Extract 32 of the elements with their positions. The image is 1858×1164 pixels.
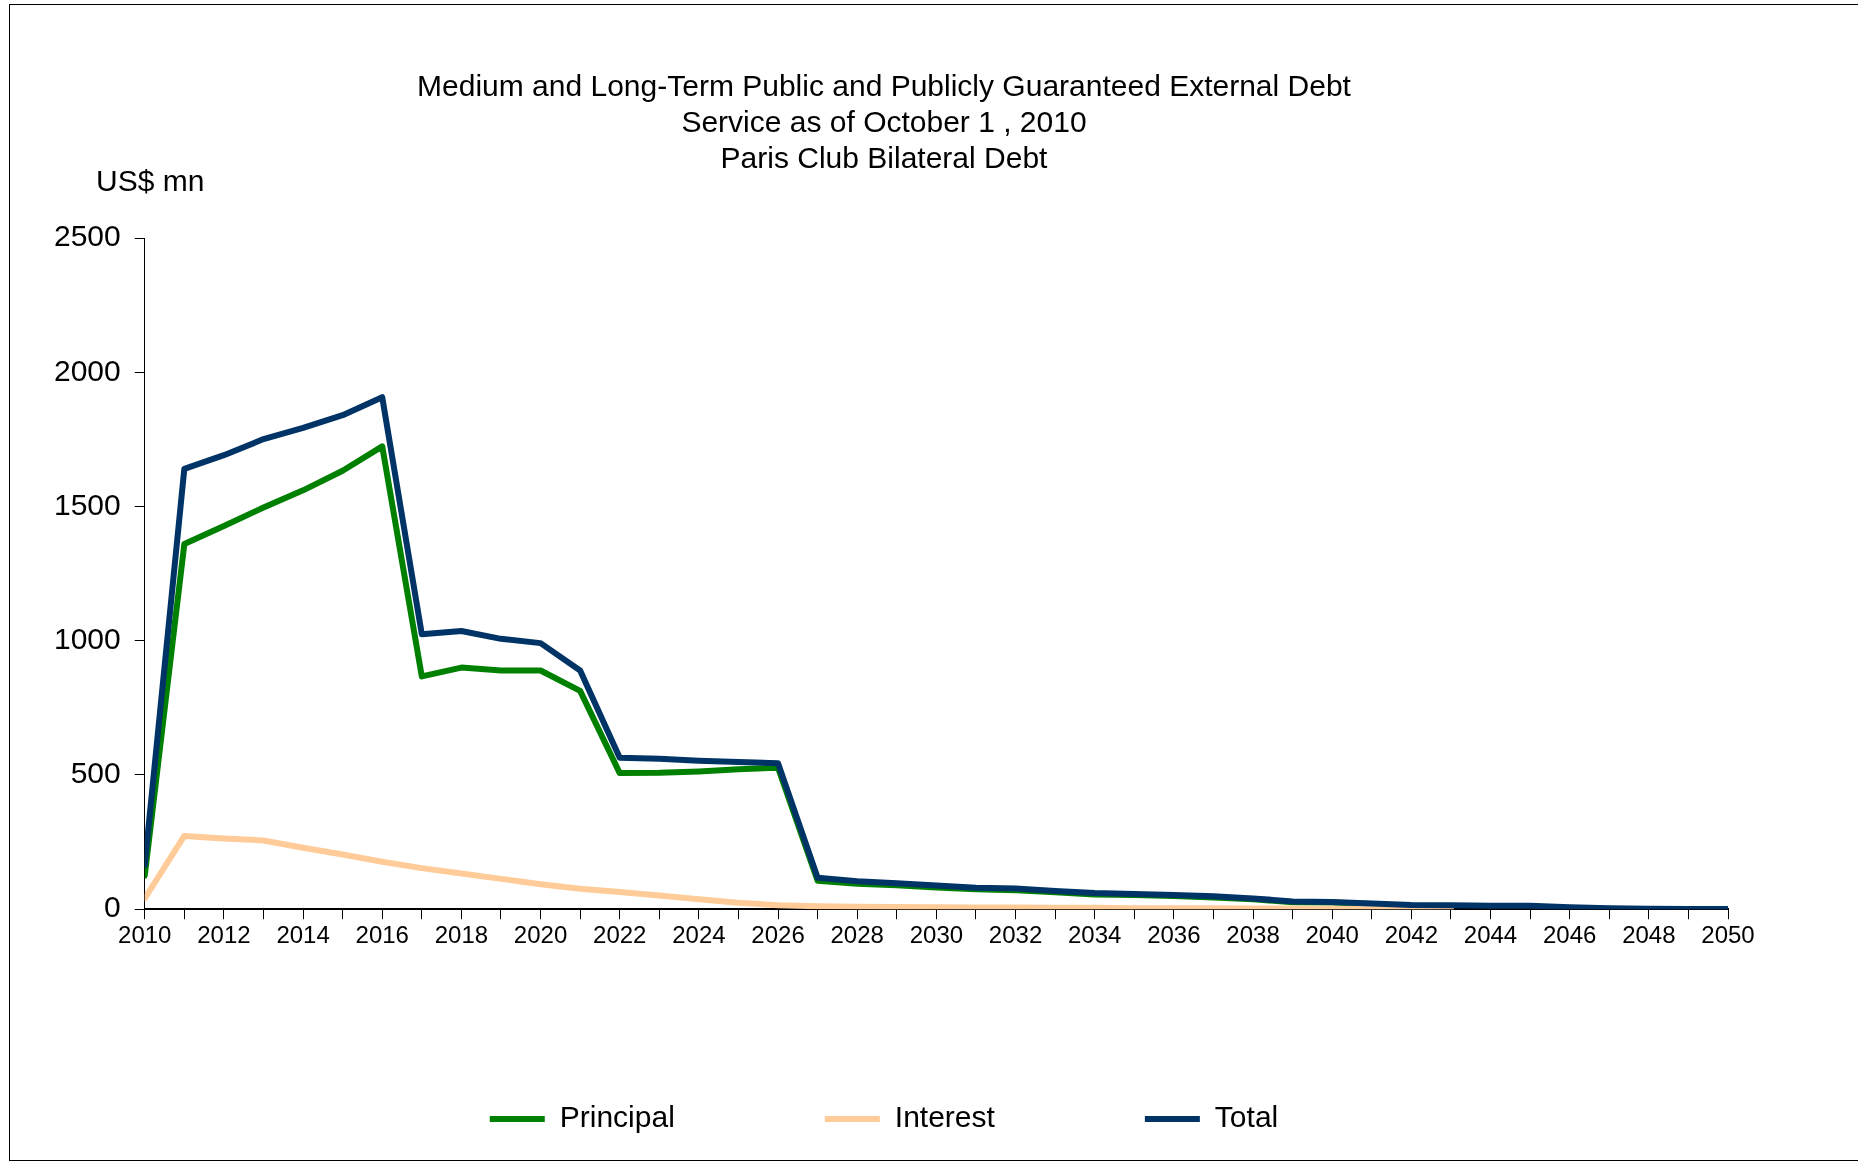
y-tick-label: 1500 xyxy=(53,487,121,521)
x-tick-label: 2028 xyxy=(830,921,884,949)
y-axis-title: US$ mn xyxy=(96,164,205,198)
x-tick-label: 2018 xyxy=(434,921,489,949)
x-tick-label: 2040 xyxy=(1305,921,1359,949)
x-tick-label: 2048 xyxy=(1622,921,1676,949)
x-tick-label: 2050 xyxy=(1701,921,1755,949)
x-tick-label: 2014 xyxy=(276,921,330,949)
x-tick-label: 2026 xyxy=(751,921,805,949)
x-tick-label: 2012 xyxy=(197,921,251,949)
x-tick-label: 2038 xyxy=(1226,921,1280,949)
x-tick-label: 2010 xyxy=(118,921,172,949)
y-tick-label: 2000 xyxy=(53,353,121,387)
x-tick-label: 2020 xyxy=(513,921,568,949)
legend-label: Interest xyxy=(894,1100,996,1134)
x-tick-label: 2044 xyxy=(1463,921,1518,949)
x-tick-label: 2032 xyxy=(988,921,1043,949)
legend-label: Principal xyxy=(559,1100,675,1134)
x-tick-label: 2036 xyxy=(1147,921,1201,949)
y-tick-label: 1000 xyxy=(53,621,121,655)
y-tick-label: 2500 xyxy=(53,219,121,253)
x-tick-label: 2024 xyxy=(672,921,726,949)
x-tick-label: 2046 xyxy=(1542,921,1597,949)
chart-title: Medium and Long-Term Public and Publicly Guaranteed External Debt Service as of October 1 , 2010 Paris Club Bilateral Debt xyxy=(417,69,1352,175)
x-tick-label: 2042 xyxy=(1384,921,1439,949)
y-tick-label: 500 xyxy=(70,756,121,790)
x-tick-label: 2016 xyxy=(355,921,409,949)
x-tick-label: 2022 xyxy=(593,921,647,949)
y-tick-label: 0 xyxy=(104,890,121,924)
legend-label: Total xyxy=(1214,1100,1279,1134)
x-tick-label: 2034 xyxy=(1068,921,1122,949)
x-tick-label: 2030 xyxy=(909,921,964,949)
